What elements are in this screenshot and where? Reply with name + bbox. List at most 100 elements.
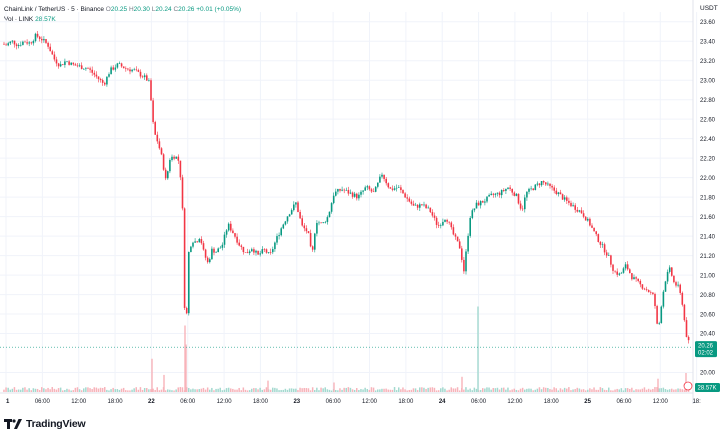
legend-volume-label[interactable]: Vol · LINK	[4, 16, 34, 23]
candle-body	[335, 191, 337, 196]
time-axis[interactable]: 1 06:00 12:00 18:00 22 06:00 12:00 18:00 23 06:00…	[6, 399, 701, 405]
volume-bar	[309, 390, 312, 392]
candle-body	[47, 42, 49, 47]
volume-tag-value: 28.57K	[698, 386, 717, 392]
candle-body	[519, 203, 522, 209]
candle-body	[618, 273, 621, 275]
candle-body	[498, 192, 501, 196]
volume-bar	[532, 390, 534, 392]
candle-body	[626, 264, 629, 270]
price-axis[interactable]: 23.60 23.40 23.20 23.00 22.80 22.60 22.40 22.20…	[700, 20, 716, 377]
volume-bar	[395, 390, 398, 392]
y-tick-label: 20.60	[700, 312, 716, 318]
scroll-to-realtime-icon[interactable]	[683, 381, 693, 391]
candle-body	[24, 41, 26, 43]
candle-body	[370, 189, 373, 192]
candle-body	[477, 202, 480, 206]
candle-body	[225, 230, 228, 235]
volume-bar	[3, 389, 5, 392]
y-tick-label: 22.40	[700, 137, 716, 143]
volume-bar	[297, 390, 299, 392]
candle-body	[167, 171, 169, 179]
volume-bar	[326, 389, 329, 392]
volume-bar	[559, 388, 562, 392]
candle-body	[17, 45, 20, 47]
candle-body	[675, 282, 677, 286]
volume-bar	[219, 387, 221, 392]
volume-bar	[677, 388, 679, 392]
volume-bar	[324, 387, 326, 392]
candle-body	[162, 154, 165, 170]
candle-body	[175, 156, 177, 159]
volume-bar	[175, 389, 177, 392]
volume-bar	[444, 388, 446, 392]
candle-body	[278, 235, 280, 237]
candle-body	[559, 192, 562, 195]
volume-bar	[133, 388, 135, 392]
candle-body	[263, 249, 266, 250]
volume-bar	[255, 388, 257, 392]
candle-body	[198, 239, 201, 243]
candle-body	[465, 251, 467, 272]
volume-bar	[364, 387, 366, 392]
candle-body	[484, 201, 486, 203]
y-tick-label: 20.40	[700, 332, 716, 338]
volume-bar	[647, 388, 650, 392]
volume-bar	[257, 389, 259, 392]
volume-bar	[423, 387, 425, 392]
volume-bar	[563, 387, 566, 392]
candle-body	[89, 68, 91, 70]
candle-body	[99, 79, 102, 81]
candle-body	[101, 80, 104, 83]
volume-bar	[154, 390, 156, 392]
candle-body	[576, 209, 579, 212]
candle-body	[398, 187, 400, 188]
candle-body	[515, 193, 518, 196]
candle-body	[125, 68, 127, 69]
volume-bar	[463, 389, 465, 392]
volume-bar	[305, 388, 308, 392]
volume-bar	[370, 387, 373, 392]
candle-body	[654, 293, 656, 307]
volume-bar	[549, 389, 551, 392]
volume-bar	[433, 387, 436, 392]
volume-bar	[49, 389, 51, 392]
volume-bar	[526, 388, 528, 392]
volume-bar	[301, 388, 303, 392]
candle-body	[513, 192, 516, 196]
volume-bar	[215, 388, 217, 392]
candle-body	[389, 187, 392, 189]
legend-close: 20.26	[178, 6, 195, 13]
candle-body	[74, 64, 77, 66]
footer-brand[interactable]: TradingView	[4, 416, 86, 432]
volume-bar	[637, 389, 639, 392]
candle-body	[154, 122, 156, 135]
candle-body	[572, 205, 574, 207]
volume-bar	[343, 387, 345, 392]
legend-symbol[interactable]: ChainLink / TetherUS · 5 · Binance	[4, 6, 104, 13]
candle-body	[53, 54, 56, 60]
volume-bar	[192, 388, 194, 392]
candle-body	[385, 178, 387, 184]
candle-body	[589, 218, 591, 226]
volume-bar	[11, 388, 14, 392]
candle-body	[374, 186, 377, 192]
candle-body	[265, 249, 268, 253]
candle-body	[557, 192, 560, 195]
candle-body	[234, 233, 236, 237]
candle-body	[242, 246, 245, 253]
candle-body	[440, 225, 442, 226]
candle-body	[458, 241, 461, 249]
volume-bar	[641, 388, 644, 392]
candle-body	[435, 217, 438, 225]
volume-bar	[200, 388, 203, 392]
volume-bar	[320, 387, 322, 392]
volume-bar	[658, 388, 660, 392]
candle-body	[122, 66, 125, 69]
candle-body	[656, 306, 658, 324]
volume-bar	[122, 387, 125, 392]
legend-main-row: ChainLink / TetherUS · 5 · Binance O20.2…	[4, 5, 241, 15]
volume-bar	[164, 390, 167, 392]
